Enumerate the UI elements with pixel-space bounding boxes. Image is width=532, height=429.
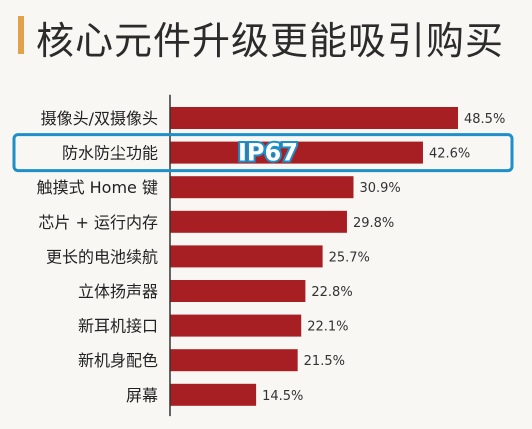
chart-header: 核心元件升级更能吸引购买 [18,8,518,63]
value-label-8: 21.5% [304,354,345,369]
chart-title: 核心元件升级更能吸引购买 [36,19,505,63]
bar-9 [170,383,257,406]
value-label-1: 48.5% [464,112,505,127]
category-label-6: 立体扬声器 [78,282,158,301]
bar-5 [170,245,323,268]
value-label-4: 29.8% [353,216,394,231]
bar-7 [170,314,302,337]
category-label-9: 屏幕 [126,386,158,405]
bar-2 [170,141,423,164]
bar-3 [170,176,354,199]
category-label-4: 芯片 + 运行内存 [38,213,158,232]
category-label-1: 摄像头/双摄像头 [41,109,158,128]
value-label-2: 42.6% [429,147,470,162]
ip67-annotation: IP67 [238,139,298,167]
highlight-box [12,133,514,173]
category-label-3: 触摸式 Home 键 [37,178,158,197]
category-label-5: 更长的电池续航 [46,247,158,266]
value-label-6: 22.8% [311,285,352,300]
bar-4 [170,210,347,233]
bar-1 [170,107,458,129]
title-accent-bar [18,16,24,54]
category-label-7: 新耳机接口 [78,317,158,336]
bar-6 [170,280,306,302]
category-label-2: 防水防尘功能 [62,144,158,163]
value-label-5: 25.7% [329,250,370,265]
bar-8 [170,349,298,372]
value-label-3: 30.9% [359,181,400,196]
category-label-8: 新机身配色 [78,351,158,370]
value-label-7: 22.1% [307,320,348,335]
value-label-9: 14.5% [262,389,303,404]
